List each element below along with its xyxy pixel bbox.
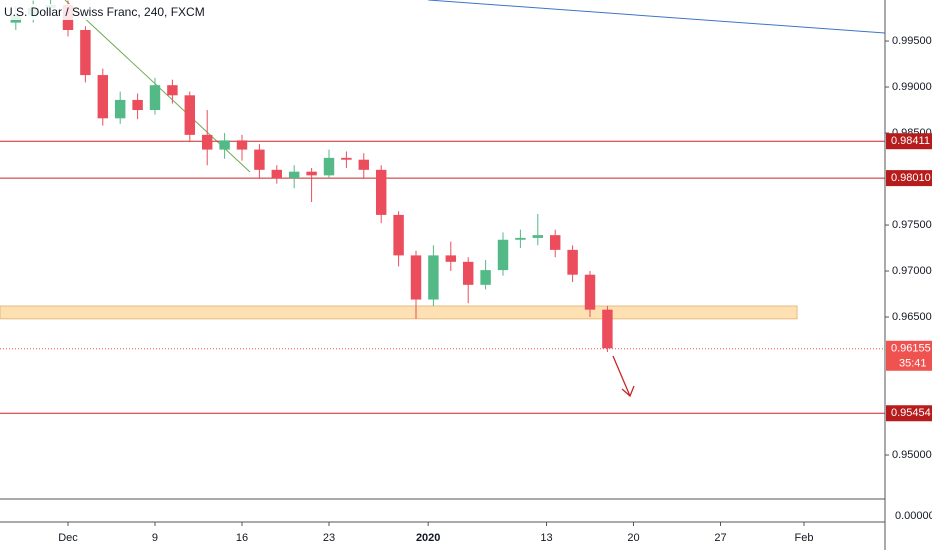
plot-area: [0, 0, 886, 414]
level-badge: [886, 170, 932, 187]
x-tick-label: 27: [714, 532, 726, 544]
candle-body: [428, 255, 439, 300]
x-tick-label: 13: [540, 532, 552, 544]
countdown: 35:41: [899, 358, 927, 370]
y-tick-label: 0.99500: [892, 35, 932, 47]
candle-body: [288, 171, 300, 179]
candle-body: [497, 239, 509, 271]
candle-body: [410, 255, 422, 300]
candle-body: [201, 134, 213, 150]
x-tick-label: 23: [323, 532, 335, 544]
axis-extra-label: 0.00000: [895, 510, 932, 522]
x-tick-label: 2020: [416, 532, 440, 544]
y-tick-label: 0.99000: [892, 81, 932, 93]
candle-body: [358, 159, 370, 170]
level-label: 0.98010: [891, 172, 931, 184]
price-badge: [886, 340, 932, 371]
x-tick-label: 20: [627, 532, 639, 544]
candle-body: [462, 261, 474, 285]
x-tick-label: Dec: [58, 532, 78, 544]
chart-title: U.S. Dollar / Swiss Franc, 240, FXCM: [4, 5, 205, 19]
candle-body: [393, 214, 404, 256]
x-tick-label: 16: [236, 532, 248, 544]
title-bg: [0, 4, 200, 20]
candle-body: [602, 309, 613, 349]
level-badge: [886, 405, 932, 422]
y-tick-label: 0.97500: [892, 219, 932, 231]
y-tick-label: 0.95000: [892, 449, 932, 461]
candle-body: [375, 169, 387, 215]
x-tick-label: 9: [152, 532, 158, 544]
arrow-annotation: [612, 355, 635, 398]
candle-body: [149, 85, 161, 111]
x-tick-label: Feb: [795, 532, 814, 544]
candle-body: [306, 171, 317, 176]
level-label: 0.98411: [891, 135, 930, 147]
candle-body: [254, 149, 265, 170]
candle-body: [515, 237, 526, 240]
candle-body: [80, 29, 91, 76]
price-label: 0.96155: [891, 343, 931, 355]
candle-body: [114, 99, 126, 119]
support-zone: [0, 305, 798, 320]
candle-body: [219, 140, 230, 150]
candle-body: [323, 157, 335, 176]
candle-body: [549, 235, 561, 250]
candle-body: [567, 249, 578, 275]
candle-body: [132, 99, 143, 111]
candle-body: [271, 169, 283, 179]
candle-body: [532, 235, 544, 238]
y-tick-label: 0.96500: [892, 311, 932, 323]
candle-body: [445, 255, 457, 262]
candle-body: [341, 157, 352, 160]
candle-body: [184, 95, 196, 135]
candle-body: [236, 140, 248, 150]
level-badge: [886, 133, 932, 150]
level-label: 0.95454: [891, 407, 931, 419]
candle-body: [584, 274, 596, 310]
candle-body: [167, 85, 178, 96]
candle-body: [97, 75, 109, 119]
candle-body: [480, 270, 491, 285]
trend-line: [428, 0, 886, 34]
y-tick-label: 0.97000: [892, 265, 932, 277]
